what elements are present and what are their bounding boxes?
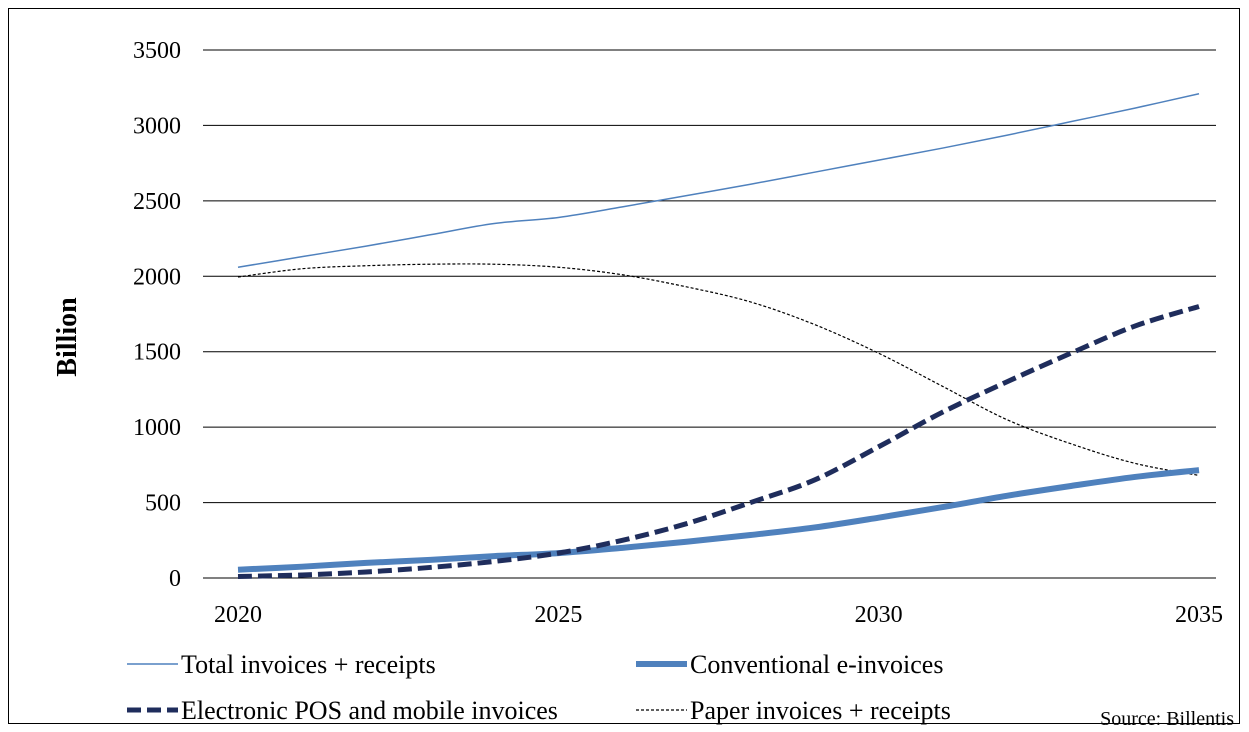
legend-label-paper: Paper invoices + receipts xyxy=(690,696,951,725)
legend-item-total: Total invoices + receipts xyxy=(127,650,436,679)
y-tick-label-500: 500 xyxy=(145,491,181,517)
y-axis-label: Billion xyxy=(52,297,83,377)
y-axis-tick-labels: 0 500 1000 1500 2000 2500 3000 3500 xyxy=(133,38,181,592)
y-tick-label-3000: 3000 xyxy=(133,113,181,139)
legend-item-paper: Paper invoices + receipts xyxy=(636,696,951,725)
legend-label-conventional: Conventional e-invoices xyxy=(690,650,943,679)
series-total-line xyxy=(237,93,1200,268)
y-tick-label-3500: 3500 xyxy=(133,38,181,64)
x-tick-label-2020: 2020 xyxy=(214,602,262,628)
x-axis-tick-labels: 2020 2025 2030 2035 xyxy=(214,602,1223,628)
y-tick-label-2000: 2000 xyxy=(133,264,181,290)
x-tick-label-2035: 2035 xyxy=(1175,602,1223,628)
gridlines xyxy=(203,49,1216,504)
y-tick-label-0: 0 xyxy=(169,566,181,592)
legend: Total invoices + receipts Conventional e… xyxy=(127,650,951,725)
series-lines xyxy=(237,93,1200,579)
source-note: Source: Billentis xyxy=(1100,708,1234,730)
x-tick-label-2025: 2025 xyxy=(534,602,582,628)
legend-item-electronic-pos: Electronic POS and mobile invoices xyxy=(127,696,558,725)
y-tick-label-1500: 1500 xyxy=(133,340,181,366)
y-tick-label-1000: 1000 xyxy=(133,415,181,441)
legend-label-total: Total invoices + receipts xyxy=(181,650,436,679)
series-electronic-pos-line xyxy=(237,304,1200,579)
series-conventional-line xyxy=(237,467,1200,573)
legend-item-conventional: Conventional e-invoices xyxy=(636,650,943,679)
chart-frame xyxy=(8,8,1240,724)
x-tick-label-2030: 2030 xyxy=(855,602,903,628)
y-tick-label-2500: 2500 xyxy=(133,189,181,215)
legend-label-electronic-pos: Electronic POS and mobile invoices xyxy=(181,696,558,725)
series-paper-line xyxy=(237,263,1200,477)
